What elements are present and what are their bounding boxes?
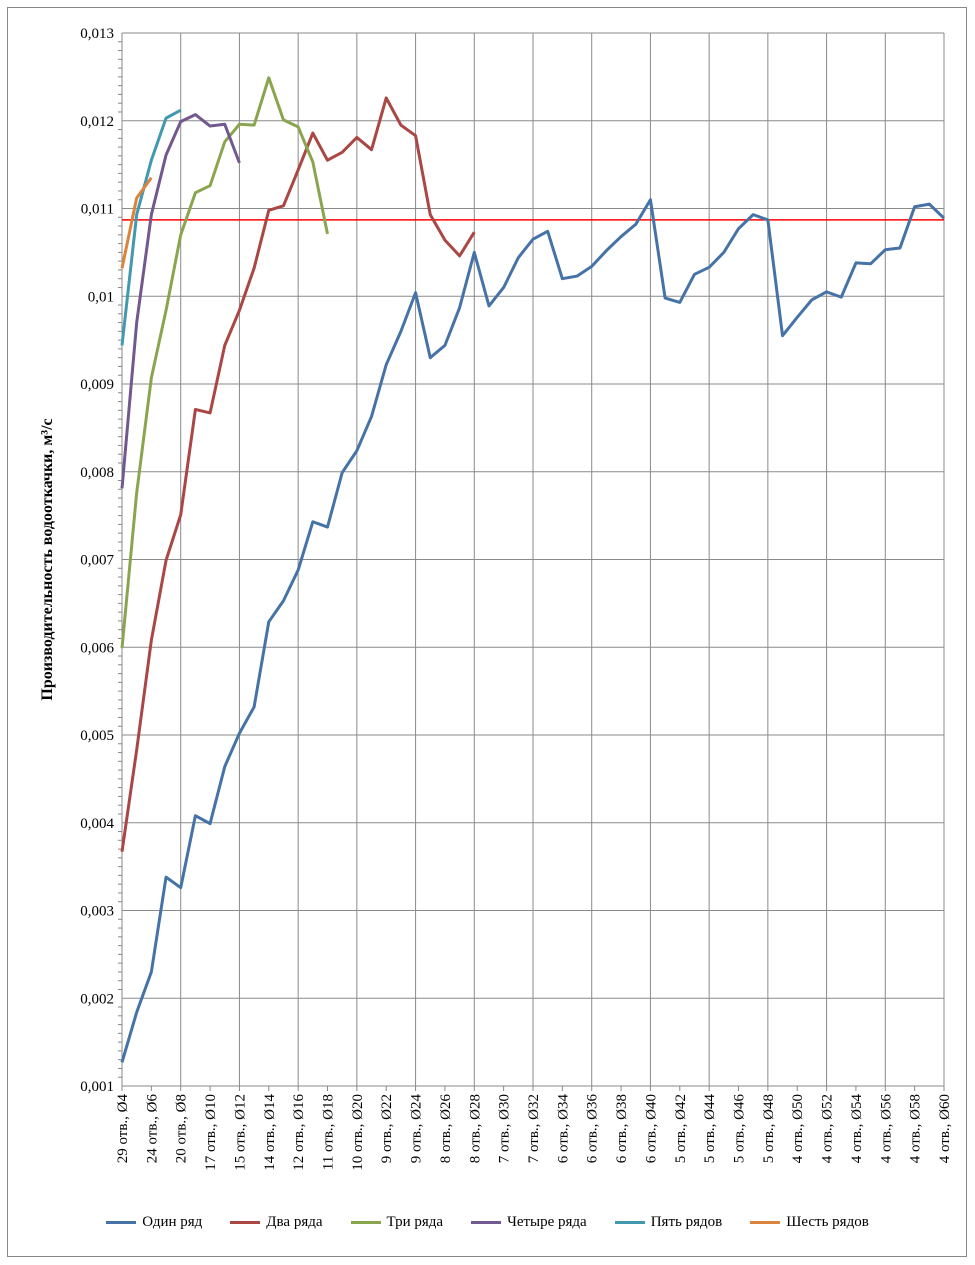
legend-label: Четыре ряда (507, 1214, 587, 1230)
x-tick-label: 4 отв., Ø50 (790, 1094, 806, 1163)
legend-item: Четыре ряда (471, 1214, 587, 1231)
x-tick-label: 4 отв., Ø58 (908, 1094, 924, 1163)
legend-swatch (230, 1221, 261, 1224)
x-tick-label: 11 отв., Ø18 (321, 1094, 337, 1170)
y-tick-label: 0,009 (80, 377, 114, 393)
x-tick-label: 8 отв., Ø26 (438, 1094, 454, 1164)
legend-item: Один ряд (106, 1214, 202, 1231)
y-tick-label: 0,01 (88, 289, 114, 305)
x-tick-label: 9 отв., Ø24 (409, 1094, 425, 1164)
x-tick-label: 15 отв., Ø12 (232, 1094, 248, 1171)
x-tick-label: 5 отв., Ø42 (673, 1094, 689, 1163)
chart-frame (7, 7, 967, 1257)
x-tick-label: 7 отв., Ø30 (497, 1094, 513, 1163)
legend-label: Пять рядов (650, 1214, 723, 1230)
x-tick-label: 9 отв., Ø22 (379, 1094, 395, 1163)
legend: Один ряд Два ряда Три ряда Четыре ряда Пять … (0, 1214, 975, 1231)
legend-label: Шесть рядов (786, 1214, 869, 1230)
legend-swatch (350, 1221, 381, 1224)
x-tick-label: 7 отв., Ø32 (526, 1094, 542, 1163)
legend-label: Один ряд (142, 1214, 203, 1230)
x-tick-label: 6 отв., Ø38 (614, 1094, 630, 1163)
x-tick-label: 6 отв., Ø40 (643, 1094, 659, 1163)
legend-item: Два ряда (230, 1214, 323, 1231)
legend-item: Пять рядов (614, 1214, 723, 1231)
x-tick-label: 4 отв., Ø52 (820, 1094, 836, 1163)
legend-swatch (106, 1221, 137, 1224)
legend-swatch (471, 1221, 502, 1224)
x-tick-label: 5 отв., Ø46 (732, 1094, 748, 1164)
legend-label: Два ряда (266, 1214, 323, 1230)
y-tick-label: 0,011 (81, 202, 114, 218)
x-tick-label: 10 отв., Ø20 (350, 1094, 366, 1171)
legend-label: Три ряда (386, 1214, 444, 1230)
y-tick-label: 0,005 (80, 728, 114, 744)
x-tick-label: 5 отв., Ø44 (702, 1094, 718, 1164)
y-tick-label: 0,006 (80, 640, 114, 656)
y-tick-label: 0,003 (80, 904, 114, 920)
x-tick-label: 6 отв., Ø36 (585, 1094, 601, 1164)
legend-item: Три ряда (350, 1214, 444, 1231)
x-tick-label: 5 отв., Ø48 (761, 1094, 777, 1163)
legend-swatch (614, 1221, 645, 1224)
x-tick-label: 6 отв., Ø34 (555, 1094, 571, 1164)
x-tick-label: 24 отв., Ø6 (144, 1094, 160, 1164)
y-tick-label: 0,008 (80, 465, 114, 481)
series-line-3 (120, 76, 329, 649)
y-tick-label: 0,001 (80, 1079, 114, 1095)
y-tick-label: 0,002 (80, 991, 114, 1007)
y-axis-title: Производительность водооткачки, м³/с (39, 418, 56, 700)
x-tick-label: 4 отв., Ø54 (849, 1094, 865, 1164)
x-tick-label: 14 отв., Ø14 (262, 1094, 278, 1171)
x-tick-label: 20 отв., Ø8 (174, 1094, 190, 1163)
y-tick-label: 0,004 (80, 816, 114, 832)
legend-item: Шесть рядов (750, 1214, 869, 1231)
x-tick-label: 12 отв., Ø16 (291, 1094, 307, 1171)
y-tick-label: 0,007 (80, 553, 114, 569)
y-tick-label: 0,012 (80, 114, 114, 130)
x-tick-label: 17 отв., Ø10 (203, 1094, 219, 1171)
legend-swatch (750, 1221, 781, 1224)
x-tick-label: 4 отв., Ø60 (937, 1094, 953, 1163)
x-tick-label: 4 отв., Ø56 (878, 1094, 894, 1164)
y-tick-label: 0,013 (80, 26, 114, 42)
x-tick-label: 8 отв., Ø28 (467, 1094, 483, 1163)
x-tick-label: 29 отв., Ø4 (115, 1094, 131, 1164)
